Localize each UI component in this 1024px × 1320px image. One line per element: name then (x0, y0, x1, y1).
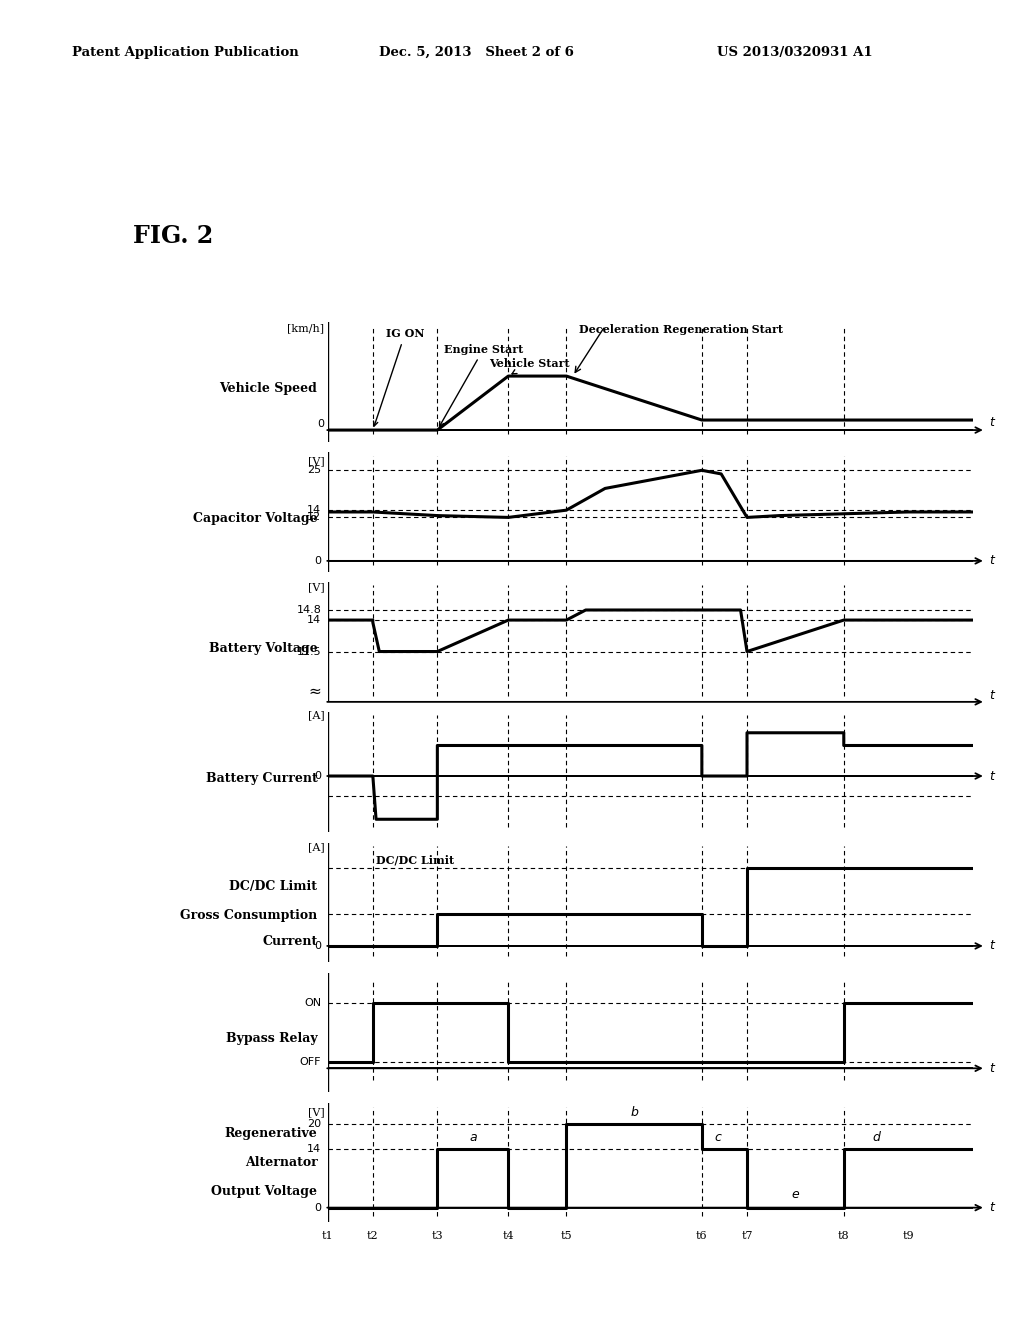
Text: 25: 25 (307, 466, 322, 475)
Text: [V]: [V] (307, 455, 325, 466)
Text: b: b (630, 1106, 638, 1119)
Text: OFF: OFF (300, 1057, 322, 1068)
Text: 14: 14 (307, 506, 322, 515)
Text: t: t (989, 416, 994, 429)
Text: 20: 20 (307, 1119, 322, 1129)
Text: [A]: [A] (307, 842, 325, 853)
Text: t: t (989, 770, 994, 783)
Text: t8: t8 (838, 1230, 850, 1241)
Text: 0: 0 (314, 1203, 322, 1213)
Text: [V]: [V] (307, 1107, 325, 1117)
Text: FIG. 2: FIG. 2 (133, 224, 213, 248)
Text: Gross Consumption: Gross Consumption (180, 909, 317, 921)
Text: [km/h]: [km/h] (288, 323, 325, 334)
Text: Patent Application Publication: Patent Application Publication (72, 46, 298, 59)
Text: Regenerative: Regenerative (224, 1127, 317, 1140)
Text: 14: 14 (307, 1144, 322, 1154)
Text: t: t (989, 940, 994, 953)
Text: t2: t2 (367, 1230, 379, 1241)
Text: 11.5: 11.5 (297, 647, 322, 656)
Text: 0: 0 (314, 941, 322, 950)
Text: t: t (989, 689, 994, 702)
Text: Alternator: Alternator (245, 1156, 317, 1170)
Text: t3: t3 (431, 1230, 443, 1241)
Text: Vehicle Speed: Vehicle Speed (219, 381, 317, 395)
Text: US 2013/0320931 A1: US 2013/0320931 A1 (717, 46, 872, 59)
Text: DC/DC Limit: DC/DC Limit (229, 880, 317, 894)
Text: 0: 0 (317, 420, 325, 429)
Text: [V]: [V] (307, 582, 325, 593)
Text: 14: 14 (307, 615, 322, 626)
Text: 0: 0 (314, 556, 322, 566)
Text: t5: t5 (560, 1230, 572, 1241)
Text: c: c (715, 1131, 722, 1144)
Text: 14.8: 14.8 (296, 605, 322, 615)
Text: Battery Current: Battery Current (206, 772, 317, 785)
Text: ON: ON (304, 998, 322, 1007)
Text: ≈: ≈ (308, 684, 322, 700)
Text: Bypass Relay: Bypass Relay (226, 1032, 317, 1045)
Text: IG ON: IG ON (374, 329, 424, 426)
Text: t9: t9 (902, 1230, 914, 1241)
Text: t: t (989, 1201, 994, 1214)
Text: Output Voltage: Output Voltage (211, 1184, 317, 1197)
Text: e: e (792, 1188, 800, 1201)
Text: Dec. 5, 2013   Sheet 2 of 6: Dec. 5, 2013 Sheet 2 of 6 (379, 46, 573, 59)
Text: 12: 12 (307, 512, 322, 523)
Text: Current: Current (262, 935, 317, 948)
Text: t: t (989, 1061, 994, 1074)
Text: t6: t6 (696, 1230, 708, 1241)
Text: Battery Voltage: Battery Voltage (209, 642, 317, 655)
Text: d: d (872, 1131, 880, 1144)
Text: Vehicle Start: Vehicle Start (489, 358, 569, 374)
Text: a: a (469, 1131, 476, 1144)
Text: t4: t4 (503, 1230, 514, 1241)
Text: Capacitor Voltage: Capacitor Voltage (193, 512, 317, 525)
Text: 0: 0 (314, 771, 322, 781)
Text: t7: t7 (741, 1230, 753, 1241)
Text: Deceleration Regeneration Start: Deceleration Regeneration Start (580, 323, 783, 335)
Text: DC/DC Limit: DC/DC Limit (376, 855, 455, 866)
Text: Engine Start: Engine Start (439, 343, 523, 426)
Text: t1: t1 (322, 1230, 334, 1241)
Text: [A]: [A] (307, 710, 325, 719)
Text: t: t (989, 554, 994, 568)
